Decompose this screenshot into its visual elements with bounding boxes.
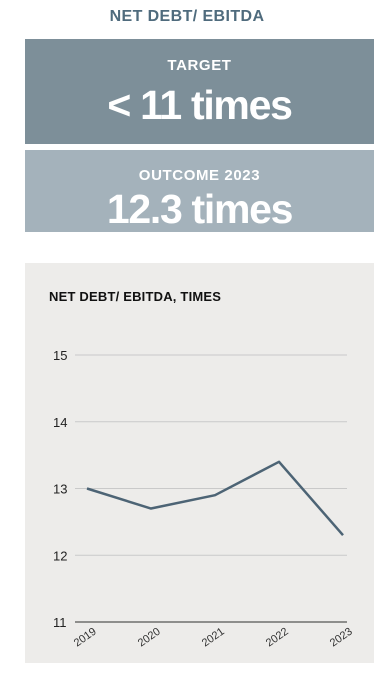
outcome-label: OUTCOME 2023: [138, 167, 261, 184]
outcome-card: OUTCOME 2023 12.3 times: [25, 150, 374, 232]
outcome-value: 12.3 times: [106, 186, 294, 232]
y-tick-label: 11: [53, 615, 67, 630]
target-card: TARGET < 11 times: [25, 39, 374, 144]
x-tick-label: 2021: [200, 626, 227, 650]
target-label: TARGET: [167, 57, 232, 74]
chart-panel: NET DEBT/ EBITDA, TIMES 11 12 13 14 15 2019 20…: [25, 263, 374, 663]
x-tick-label: 2020: [136, 626, 163, 650]
chart-title: NET DEBT/ EBITDA, TIMES: [49, 289, 222, 304]
x-tick-label: 2022: [264, 626, 291, 650]
line-chart: 11 12 13 14 15 2019 2020 2021 2022 2023: [53, 348, 355, 650]
series-line: [86, 460, 344, 537]
page-title: NET DEBT/ EBITDA: [109, 8, 265, 25]
x-tick-label: 2019: [72, 626, 99, 650]
y-tick-label: 13: [53, 482, 67, 497]
target-value: < 11 times: [107, 82, 292, 128]
y-tick-label: 15: [53, 348, 67, 363]
y-tick-label: 12: [53, 548, 67, 563]
y-tick-label: 14: [53, 415, 67, 430]
x-tick-label: 2023: [328, 626, 355, 650]
